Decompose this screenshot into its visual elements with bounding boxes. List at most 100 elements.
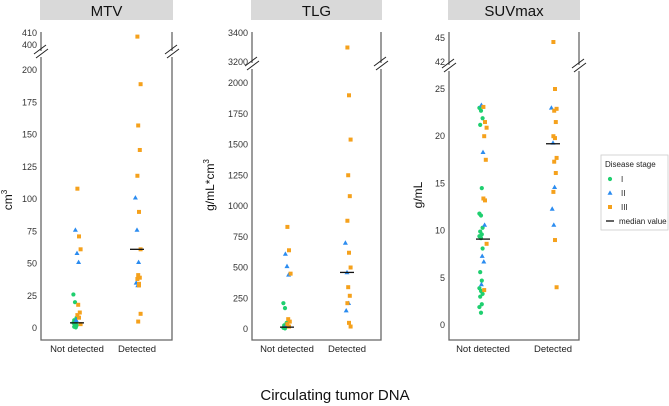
y-axis-label-text: g/mL*cm bbox=[203, 164, 217, 211]
data-point-stage-ii bbox=[342, 240, 348, 245]
data-point-stage-iii bbox=[483, 198, 487, 203]
data-point-stage-i bbox=[282, 305, 288, 311]
data-point-stage-i bbox=[478, 270, 483, 275]
data-point-stage-ii bbox=[73, 317, 79, 323]
y-tick-label: 10 bbox=[435, 226, 445, 236]
data-point-stage-ii bbox=[548, 105, 554, 110]
axis-break-icon bbox=[33, 44, 49, 59]
y-tick-label: 0 bbox=[440, 320, 445, 330]
y-tick-label: 150 bbox=[22, 130, 37, 140]
y-tick-label: 2000 bbox=[228, 78, 248, 88]
data-point-stage-iii bbox=[75, 186, 80, 191]
data-point-stage-iii bbox=[347, 320, 351, 325]
y-tick-label: 25 bbox=[27, 291, 37, 301]
data-point-stage-ii bbox=[76, 259, 82, 265]
axis-break-icon bbox=[441, 58, 457, 73]
y-tick-label: 75 bbox=[27, 226, 37, 236]
data-point-stage-iii bbox=[137, 283, 141, 288]
axis-frame bbox=[251, 32, 382, 341]
y-tick-label: 25 bbox=[435, 84, 445, 94]
legend-label: I bbox=[621, 175, 623, 184]
data-point-stage-iii bbox=[484, 125, 489, 130]
data-point-stage-i bbox=[281, 301, 286, 306]
y-tick-label: 400 bbox=[22, 40, 37, 50]
data-point-stage-iii bbox=[346, 285, 351, 290]
y-tick-label: 1500 bbox=[228, 140, 248, 150]
y-axis-label-text: cm bbox=[1, 194, 15, 210]
data-point-stage-iii bbox=[285, 224, 290, 229]
data-point-stage-ii bbox=[481, 259, 487, 264]
data-point-stage-i bbox=[478, 294, 483, 299]
panel-header bbox=[448, 0, 580, 20]
data-point-stage-i bbox=[480, 291, 485, 296]
data-point-stage-i bbox=[478, 310, 484, 315]
y-tick-label: 5 bbox=[440, 273, 445, 283]
data-point-stage-iii bbox=[483, 120, 487, 125]
data-point-stage-iii bbox=[552, 159, 557, 164]
data-point-stage-iii bbox=[286, 317, 291, 322]
data-point-stage-iii bbox=[346, 173, 351, 178]
data-point-stage-iii bbox=[77, 234, 81, 239]
data-point-stage-iii bbox=[77, 315, 81, 320]
data-point-stage-iii bbox=[285, 322, 290, 327]
x-axis-title: Circulating tumor DNA bbox=[260, 387, 409, 404]
data-point-stage-iii bbox=[136, 273, 141, 278]
data-point-stage-iii bbox=[345, 218, 350, 223]
data-point-stage-iii bbox=[553, 171, 558, 176]
panel-tlg: TLG 0 250 500 750 1000 1250 1500 1750 2000 3200 340… bbox=[202, 0, 389, 355]
x-tick-label: Not detected bbox=[50, 344, 104, 355]
x-tick-label: Not detected bbox=[260, 344, 314, 355]
legend-triangle-icon bbox=[607, 190, 613, 195]
y-tick-label: 1250 bbox=[228, 170, 248, 180]
data-point-stage-ii bbox=[552, 184, 558, 189]
data-point-stage-iii bbox=[137, 275, 142, 280]
data-point-stage-iii bbox=[135, 276, 140, 281]
data-point-stage-i bbox=[478, 108, 484, 113]
panel-mtv: MTV 0 25 50 75 100 125 150 175 200 400 410 cm3 Not de… bbox=[0, 0, 180, 355]
data-point-stage-iii bbox=[481, 104, 486, 109]
data-point-stage-iii bbox=[348, 265, 353, 270]
data-point-stage-iii bbox=[553, 136, 557, 141]
data-point-stage-ii bbox=[479, 253, 485, 258]
data-point-stage-iii bbox=[75, 313, 80, 318]
data-point-stage-iii bbox=[138, 311, 143, 316]
data-point-stage-iii bbox=[553, 120, 558, 125]
data-point-stage-ii bbox=[478, 281, 484, 287]
panel-header bbox=[40, 0, 173, 20]
x-tick-label: Not detected bbox=[456, 344, 510, 355]
y-tick-label: 42 bbox=[435, 57, 445, 67]
data-point-stage-ii bbox=[132, 195, 138, 200]
y-tick-label: 3400 bbox=[228, 28, 248, 38]
data-point-stage-ii bbox=[482, 222, 488, 227]
data-point-stage-iii bbox=[484, 241, 489, 246]
panel-suvmax: SUVmax 0 5 10 15 20 25 42 45 g/mL Not detected Dete… bbox=[411, 0, 587, 355]
y-tick-label: 750 bbox=[233, 232, 248, 242]
data-point-stage-ii bbox=[72, 227, 78, 232]
data-point-stage-iii bbox=[552, 108, 557, 113]
data-point-stage-i bbox=[480, 246, 485, 251]
data-point-stage-iii bbox=[137, 147, 142, 152]
y-tick-label: 50 bbox=[27, 259, 37, 269]
y-axis-label: g/mL bbox=[411, 181, 425, 208]
y-tick-label: 200 bbox=[22, 65, 37, 75]
data-point-stage-ii bbox=[136, 259, 142, 265]
axis-break-icon bbox=[244, 56, 260, 71]
data-point-stage-iii bbox=[347, 93, 351, 98]
y-tick-label: 100 bbox=[22, 194, 37, 204]
y-tick-label: 1750 bbox=[228, 109, 248, 119]
y-tick-label: 250 bbox=[233, 293, 248, 303]
legend-circle-icon bbox=[607, 176, 613, 182]
y-tick-label: 3200 bbox=[228, 57, 248, 67]
data-point-stage-iii bbox=[347, 293, 352, 298]
data-point-stage-iii bbox=[348, 137, 353, 142]
data-point-stage-iii bbox=[347, 250, 351, 255]
data-point-stage-iii bbox=[135, 34, 140, 39]
data-point-stage-i bbox=[478, 213, 484, 218]
data-point-stage-ii bbox=[74, 250, 80, 255]
data-point-stage-iii bbox=[482, 288, 487, 293]
legend-label: median value bbox=[619, 217, 667, 226]
axis-break-icon bbox=[571, 58, 587, 73]
panel-title: SUVmax bbox=[484, 3, 544, 20]
data-point-stage-iii bbox=[554, 106, 559, 111]
